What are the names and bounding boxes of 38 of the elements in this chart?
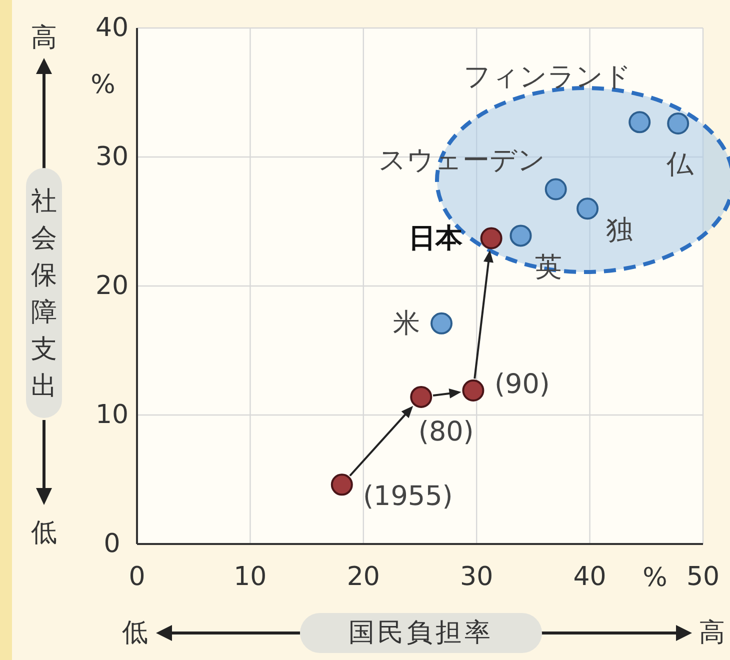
x-tick-label: 30 <box>460 562 494 592</box>
text: 低 <box>122 618 148 648</box>
point <box>480 227 502 250</box>
annotation: 米 <box>393 308 420 339</box>
annotation: (80) <box>418 416 474 448</box>
point <box>576 198 599 220</box>
point <box>462 379 484 402</box>
annotation: 仏 <box>666 148 695 180</box>
point <box>544 178 567 200</box>
x-tick-label: 20 <box>346 562 380 592</box>
x-tick-label: 10 <box>234 562 267 592</box>
text: % <box>642 563 668 593</box>
annotation: スウェーデン <box>378 144 546 176</box>
annotation: 日本 <box>408 222 464 254</box>
point <box>330 474 353 496</box>
text: % <box>90 70 116 100</box>
annotation: 英 <box>535 252 562 284</box>
y-tick-label: 20 <box>95 271 129 301</box>
y-tick-label: 10 <box>95 400 129 430</box>
x-tick-label: 50 <box>686 562 720 592</box>
annotation: (1955) <box>363 481 453 512</box>
y-tick-label: 30 <box>95 142 129 172</box>
text: 低 <box>31 518 57 548</box>
annotation: フィンランド <box>464 62 632 93</box>
point <box>410 386 432 408</box>
text: 高 <box>31 23 57 53</box>
annotation: 独 <box>606 215 634 246</box>
y-tick-label: 0 <box>104 529 120 559</box>
x-axis-title: 国民負担率 <box>348 618 494 648</box>
point <box>430 312 453 334</box>
x-tick-label: 40 <box>573 562 606 592</box>
y-tick-label: 40 <box>95 13 129 43</box>
text: 高 <box>699 618 725 648</box>
point <box>510 224 532 247</box>
point <box>628 111 651 134</box>
point <box>667 112 690 134</box>
annotation: (90) <box>494 368 550 400</box>
y-axis-title: 社会保障支出 <box>31 186 57 402</box>
